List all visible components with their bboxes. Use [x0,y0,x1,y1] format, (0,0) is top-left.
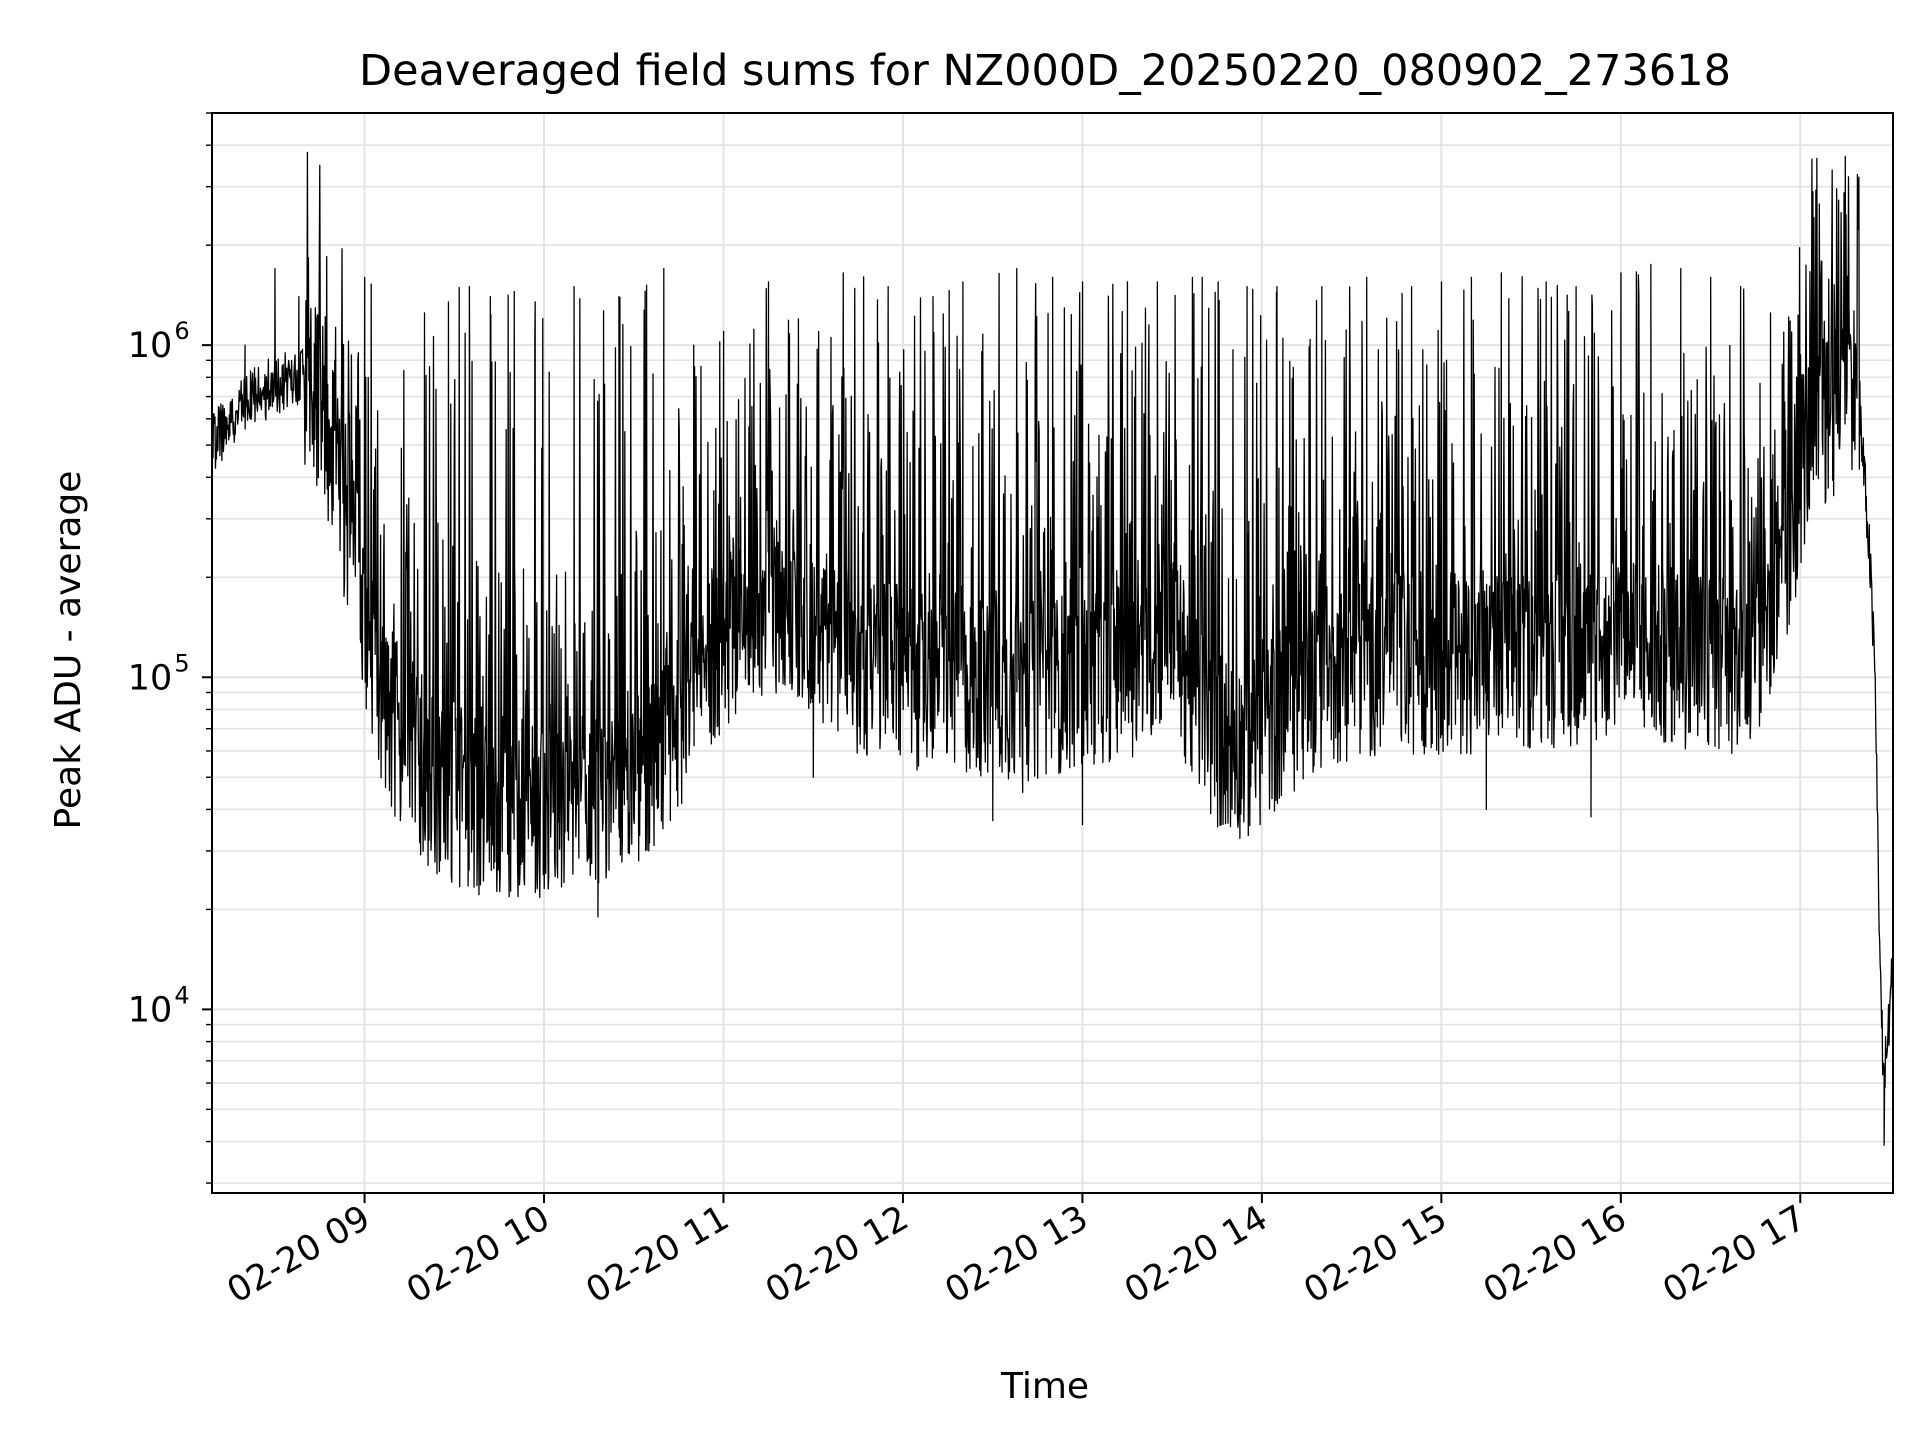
y-tick-exponent: 6 [174,317,189,345]
axes-frame [211,112,1894,1194]
y-tick-exponent: 4 [174,981,189,1009]
x-axis-label: Time [1000,1366,1089,1407]
y-tick-label: 10 [128,990,173,1030]
y-tick-exponent: 5 [174,649,189,677]
y-tick-label: 10 [128,658,173,698]
series-line [212,151,1893,1146]
y-axis-label: Peak ADU - average [48,471,89,830]
chart-title: Deaveraged field sums for NZ000D_2025022… [359,46,1731,96]
y-tick-label: 10 [128,326,173,366]
